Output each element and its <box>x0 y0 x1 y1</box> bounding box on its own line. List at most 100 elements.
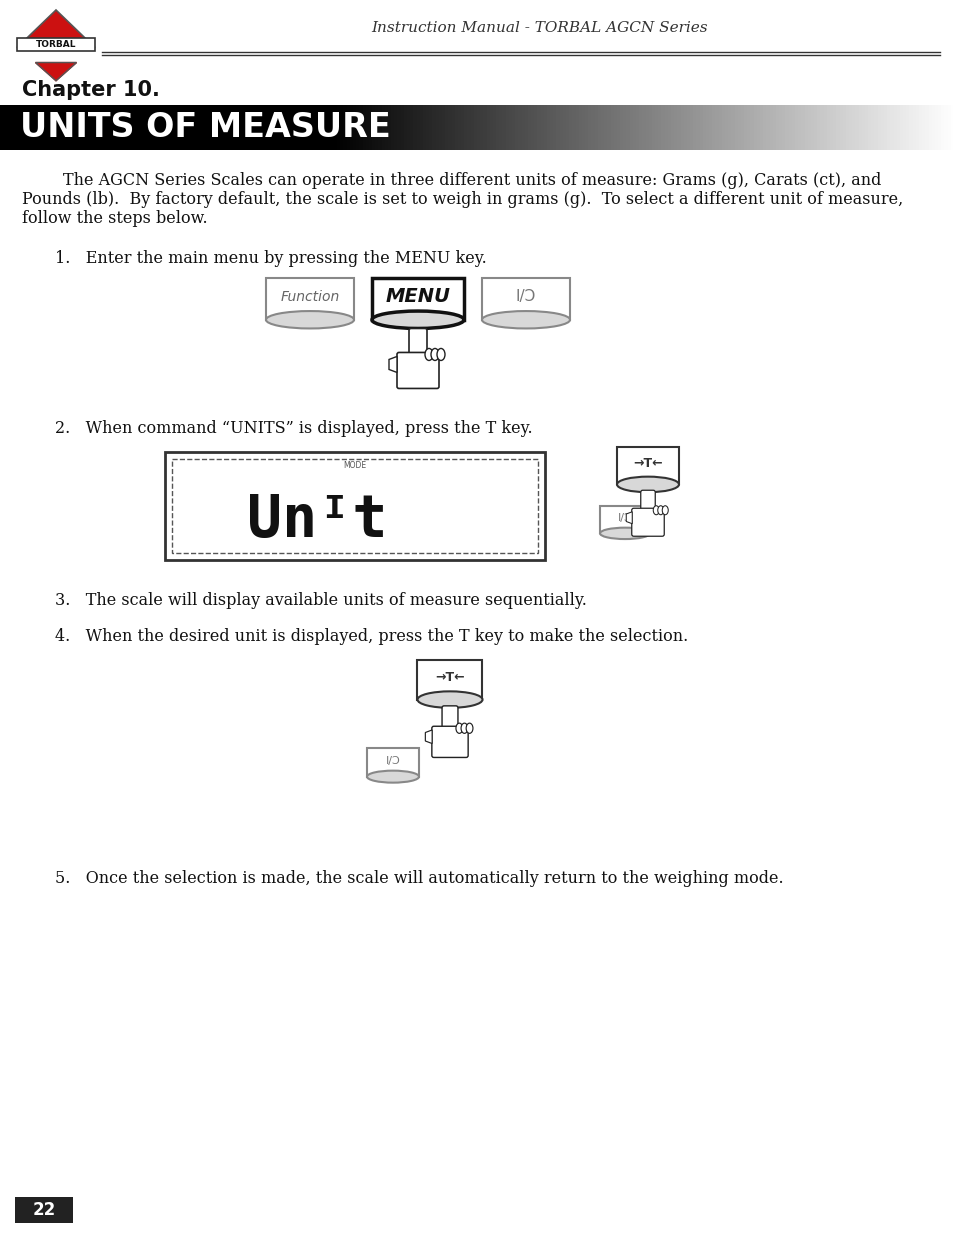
Bar <box>70 105 73 149</box>
Bar <box>727 105 731 149</box>
Bar <box>365 105 369 149</box>
Bar <box>197 105 201 149</box>
Bar <box>38 105 42 149</box>
Bar <box>807 105 811 149</box>
Bar <box>941 105 944 149</box>
Bar <box>260 105 264 149</box>
Bar <box>832 105 836 149</box>
Bar <box>457 105 461 149</box>
Bar <box>22 105 26 149</box>
Bar <box>848 105 852 149</box>
Bar <box>245 105 249 149</box>
Bar <box>219 105 223 149</box>
Bar <box>45 105 49 149</box>
Bar <box>41 105 45 149</box>
Bar <box>508 105 512 149</box>
Bar <box>908 105 912 149</box>
Bar <box>165 105 169 149</box>
Bar <box>343 105 347 149</box>
Bar <box>870 105 874 149</box>
Bar <box>775 105 779 149</box>
Bar <box>781 105 785 149</box>
Bar <box>575 105 578 149</box>
Bar <box>874 105 878 149</box>
Bar <box>817 105 821 149</box>
Bar <box>54 105 58 149</box>
Bar <box>784 105 788 149</box>
Bar <box>496 105 499 149</box>
Bar <box>112 105 115 149</box>
Bar <box>426 105 430 149</box>
Ellipse shape <box>466 724 473 734</box>
Bar <box>546 105 550 149</box>
Bar <box>674 105 678 149</box>
Bar <box>836 105 840 149</box>
Bar <box>829 105 833 149</box>
Bar <box>353 105 356 149</box>
Bar <box>146 105 150 149</box>
Bar <box>136 105 140 149</box>
Bar <box>355 105 359 149</box>
Bar <box>712 105 716 149</box>
Bar <box>12 105 16 149</box>
Bar <box>902 105 906 149</box>
Bar <box>3 105 7 149</box>
Bar <box>626 105 630 149</box>
Polygon shape <box>35 63 76 80</box>
Bar <box>855 105 859 149</box>
Text: follow the steps below.: follow the steps below. <box>22 210 208 227</box>
Bar <box>746 105 750 149</box>
Bar <box>946 105 950 149</box>
Bar <box>743 105 747 149</box>
Bar <box>302 105 306 149</box>
Bar <box>734 105 738 149</box>
Bar <box>502 105 506 149</box>
Bar <box>905 105 909 149</box>
Bar <box>912 105 916 149</box>
Bar <box>553 105 557 149</box>
Bar <box>207 105 211 149</box>
Bar <box>474 105 477 149</box>
Bar <box>689 105 693 149</box>
Text: Instruction Manual - TORBAL AGCN Series: Instruction Manual - TORBAL AGCN Series <box>372 21 707 35</box>
Bar <box>772 105 776 149</box>
Bar <box>788 105 792 149</box>
Bar <box>648 105 652 149</box>
Bar <box>636 105 639 149</box>
Bar <box>765 105 769 149</box>
Bar <box>369 105 373 149</box>
Bar <box>756 105 760 149</box>
Bar <box>232 105 235 149</box>
Ellipse shape <box>372 311 463 329</box>
Bar <box>191 105 194 149</box>
Ellipse shape <box>599 527 649 538</box>
Bar <box>15 1197 73 1223</box>
Bar <box>432 105 436 149</box>
FancyBboxPatch shape <box>409 329 427 361</box>
Bar <box>162 105 166 149</box>
Polygon shape <box>425 730 432 743</box>
Bar <box>877 105 881 149</box>
Bar <box>569 105 573 149</box>
Bar <box>102 105 106 149</box>
Bar <box>57 105 61 149</box>
Bar <box>950 105 953 149</box>
Ellipse shape <box>417 692 482 708</box>
Bar <box>594 105 598 149</box>
Bar <box>26 105 30 149</box>
Bar <box>880 105 883 149</box>
Bar <box>934 105 938 149</box>
Bar <box>791 105 795 149</box>
Bar <box>270 105 274 149</box>
Bar <box>598 105 601 149</box>
Bar <box>918 105 922 149</box>
Bar <box>140 105 144 149</box>
Bar <box>16 105 20 149</box>
Bar <box>254 105 258 149</box>
Bar <box>460 105 464 149</box>
Bar <box>798 105 801 149</box>
Text: UNITS OF MEASURE: UNITS OF MEASURE <box>20 111 391 144</box>
Bar <box>298 105 302 149</box>
Bar <box>610 105 614 149</box>
Bar <box>599 506 649 534</box>
